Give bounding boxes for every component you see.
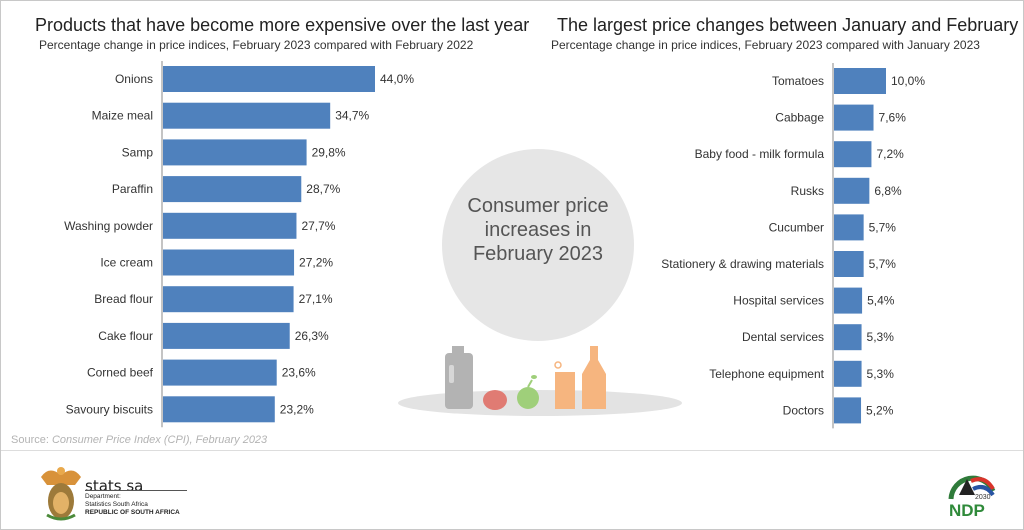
data-label: 5,2% [866,403,894,417]
bar [163,212,297,239]
data-label: 5,4% [867,294,895,308]
bar [163,139,307,166]
data-label: 26,3% [295,329,329,343]
center-line-2: increases in [484,219,592,241]
source-text: Consumer Price Index (CPI), February 202… [51,434,268,446]
logo-rule [85,490,187,491]
bar [834,324,862,351]
center-line-3: February 2023 [472,243,604,265]
category-label: Cabbage [775,111,824,125]
coat-of-arms-logo [41,467,81,521]
category-label: Savoury biscuits [66,402,153,416]
data-label: 10,0% [891,74,925,88]
category-label: Cake flour [98,329,153,343]
dept-name: Statistics South Africa [85,501,148,508]
dept-label: Department: [85,493,121,500]
center-line-1: Consumer price [467,195,609,217]
data-label: 27,1% [299,292,333,306]
bar [163,396,275,423]
bar [163,249,295,276]
right-bar-chart: Tomatoes 10,0% Cabbage 7,6% Baby food - milk… [661,63,925,429]
data-label: 7,6% [879,111,907,125]
footer-divider [1,450,1023,451]
bar [834,251,864,277]
apple-icon [517,375,539,409]
data-label: 23,2% [280,402,314,416]
data-label: 6,8% [874,184,902,198]
country-name: REPUBLIC OF SOUTH AFRICA [85,509,180,516]
left-chart-subtitle: Percentage change in price indices, Febr… [39,38,474,52]
category-label: Baby food - milk formula [695,147,825,161]
bar [834,141,872,168]
data-label: 5,7% [869,220,897,234]
left-chart-title: Products that have become more expensive… [35,15,530,35]
data-label: 5,7% [869,257,897,271]
ndp-logo: 2030 NDP [948,475,996,519]
bar [163,176,302,203]
milk-jug-icon [445,346,473,409]
category-label: Washing powder [64,219,153,233]
data-label: 23,6% [282,366,316,380]
data-label: 5,3% [867,330,895,344]
category-label: Samp [122,145,154,159]
bar [834,214,864,241]
data-label: 44,0% [380,72,414,86]
bar [834,68,886,94]
shelf-shadow [398,390,682,416]
bar [834,177,870,204]
bar [163,322,290,349]
category-label: Hospital services [733,294,824,308]
data-label: 7,2% [876,147,904,161]
bar [834,397,862,424]
category-label: Paraffin [112,182,153,196]
category-label: Corned beef [87,366,154,380]
right-chart-title: The largest price changes between Januar… [557,15,1019,35]
category-label: Bread flour [94,292,153,306]
bar [834,360,862,387]
category-label: Dental services [742,330,824,344]
data-label: 29,8% [312,145,346,159]
category-label: Rusks [791,184,824,198]
category-label: Stationery & drawing materials [661,257,824,271]
left-bar-chart: Onions 44,0% Maize meal 34,7% Samp 29,8% Paraf… [64,61,414,428]
bar [834,287,863,314]
right-chart-subtitle: Percentage change in price indices, Febr… [551,38,980,52]
source-prefix: Source: [11,434,52,446]
source-note: Source: Consumer Price Index (CPI), Febr… [11,434,267,446]
data-label: 34,7% [335,109,369,123]
center-text: Consumer price increases in February 202… [442,194,634,266]
ndp-year: 2030 [975,494,991,501]
data-label: 27,7% [301,219,335,233]
category-label: Doctors [783,403,824,417]
tomato-icon [483,390,507,410]
category-label: Maize meal [92,109,153,123]
data-label: 5,3% [867,367,895,381]
category-label: Telephone equipment [709,367,824,381]
category-label: Onions [115,72,153,86]
bar [163,66,375,92]
grocery-illustration [398,346,682,416]
bar [163,286,294,313]
bar [163,102,331,129]
data-label: 28,7% [306,182,340,196]
data-label: 27,2% [299,256,333,270]
ndp-text: NDP [949,501,985,519]
category-label: Ice cream [100,256,153,270]
category-label: Cucumber [769,220,824,234]
bar [163,359,277,386]
center-circle [442,149,634,341]
bottle-icon [582,346,606,409]
category-label: Tomatoes [772,74,824,88]
bar [834,104,874,131]
can-icon [554,361,575,409]
